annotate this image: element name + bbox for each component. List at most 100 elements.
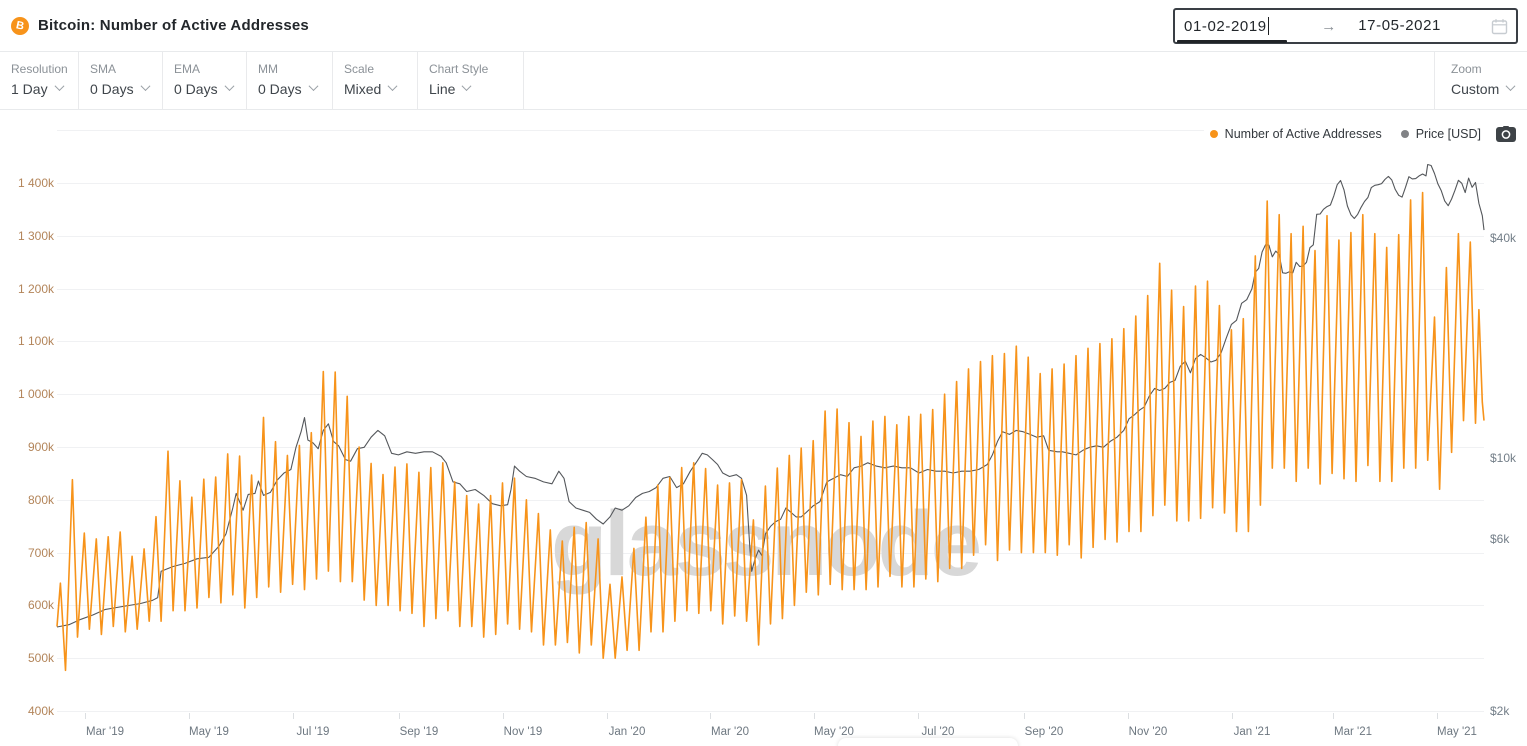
bottom-overlay-pill[interactable]	[838, 738, 1018, 746]
chevron-down-icon	[387, 81, 398, 92]
page-title: Bitcoin: Number of Active Addresses	[38, 17, 309, 34]
end-date-input[interactable]: 17-05-2021	[1358, 17, 1441, 35]
gridline	[57, 289, 1484, 290]
chevron-down-icon	[54, 81, 65, 92]
chart-plot[interactable]	[0, 110, 1527, 746]
x-axis-label: May '21	[1437, 726, 1477, 738]
x-axis-tick	[1232, 713, 1233, 719]
legend-dot-orange	[1209, 130, 1218, 138]
y-axis-label-left: 600k	[27, 598, 54, 612]
gridline	[57, 447, 1484, 448]
chevron-down-icon	[462, 81, 472, 92]
resolution-dropdown[interactable]: Resolution 1 Day	[0, 52, 79, 110]
x-axis-tick	[1024, 713, 1025, 719]
gridline	[57, 500, 1484, 501]
x-axis-label: Mar '19	[86, 726, 124, 738]
x-axis-label: Jul '20	[921, 726, 955, 738]
scale-dropdown[interactable]: Scale Mixed	[333, 52, 418, 110]
gridline	[57, 553, 1484, 554]
x-axis-tick	[503, 713, 504, 719]
chevron-down-icon	[140, 81, 151, 92]
gridline	[57, 130, 1484, 131]
resolution-label: Resolution	[11, 62, 68, 76]
y-axis-label-left: 1 300k	[17, 229, 54, 243]
focus-underline	[1177, 40, 1287, 43]
x-axis-tick	[399, 713, 400, 719]
end-date-value[interactable]: 17-05-2021	[1358, 17, 1441, 34]
x-axis-tick	[607, 713, 608, 719]
series-active-addresses	[56, 191, 1485, 672]
gridline	[57, 711, 1484, 712]
chart-style-label: Chart Style	[429, 62, 489, 76]
y-axis-label-left: 1 400k	[17, 176, 54, 190]
mm-value: 0 Days	[258, 81, 302, 97]
ema-dropdown[interactable]: EMA 0 Days	[163, 52, 247, 110]
start-date-value[interactable]: 01-02-2019	[1184, 17, 1267, 35]
gridline	[57, 183, 1484, 184]
x-axis-tick	[85, 713, 86, 719]
y-axis-label-right: $40k	[1490, 231, 1517, 245]
y-axis-label-left: 1 000k	[17, 387, 54, 401]
x-axis-tick	[1437, 713, 1438, 719]
x-axis-label: May '20	[814, 726, 854, 738]
y-axis-label-right: $6k	[1490, 532, 1510, 546]
x-axis-tick	[189, 713, 190, 719]
y-axis-label-left: 1 100k	[17, 334, 54, 348]
start-date-input[interactable]: 01-02-2019	[1184, 17, 1270, 35]
resolution-value: 1 Day	[11, 81, 48, 97]
sma-label: SMA	[90, 62, 117, 76]
x-axis-label: Mar '21	[1334, 726, 1372, 738]
chart-style-value: Line	[429, 81, 456, 97]
zoom-dropdown[interactable]: Zoom Custom	[1434, 52, 1527, 110]
sma-dropdown[interactable]: SMA 0 Days	[79, 52, 163, 110]
chart-region[interactable]: glassnode 1 400k 1 300k 1 200k 1 100k 1 000k…	[0, 110, 1527, 746]
x-axis-label: Mar '20	[711, 726, 749, 738]
sma-value: 0 Days	[90, 81, 134, 97]
date-range-picker[interactable]: 01-02-2019 → 17-05-2021	[1173, 8, 1518, 44]
text-cursor	[1267, 17, 1270, 35]
mm-label: MM	[258, 62, 278, 76]
y-axis-label-left: 800k	[27, 493, 54, 507]
y-axis-label-left: 400k	[27, 704, 54, 718]
x-axis-label: Nov '19	[503, 726, 543, 738]
legend-item-price[interactable]: Price [USD]	[1400, 127, 1481, 141]
x-axis-tick	[918, 713, 919, 719]
x-axis-tick	[814, 713, 815, 719]
legend: Number of Active Addresses Price [USD]	[1203, 124, 1516, 144]
zoom-label: Zoom	[1451, 62, 1482, 76]
x-axis-tick	[710, 713, 711, 719]
chevron-down-icon	[308, 81, 319, 92]
x-axis-tick	[1128, 713, 1129, 719]
legend-label: Price [USD]	[1415, 127, 1481, 141]
chart-style-dropdown[interactable]: Chart Style Line	[418, 52, 524, 110]
y-axis-label-right: $2k	[1490, 704, 1510, 718]
x-axis-label: Jul '19	[296, 726, 330, 738]
x-axis-tick	[1333, 713, 1334, 719]
series-price-usd	[56, 163, 1485, 628]
range-arrow-icon: →	[1321, 17, 1337, 35]
x-axis-label: Nov '20	[1128, 726, 1168, 738]
scale-value: Mixed	[344, 81, 382, 97]
legend-item-active-addresses[interactable]: Number of Active Addresses	[1209, 127, 1382, 141]
legend-dot-gray	[1400, 130, 1409, 138]
x-axis-label: Jan '21	[1233, 726, 1271, 738]
gridline	[57, 236, 1484, 237]
x-axis-tick	[293, 713, 294, 719]
gridline	[57, 394, 1484, 395]
scale-label: Scale	[344, 62, 375, 76]
camera-icon[interactable]	[1496, 126, 1516, 142]
mm-dropdown[interactable]: MM 0 Days	[247, 52, 333, 110]
ema-label: EMA	[174, 62, 201, 76]
header: B Bitcoin: Number of Active Addresses 01…	[0, 0, 1527, 52]
y-axis-label-right: $10k	[1490, 451, 1517, 465]
toolbar: Resolution 1 Day SMA 0 Days EMA 0 Days M…	[0, 52, 1527, 110]
ema-value: 0 Days	[174, 81, 218, 97]
calendar-icon[interactable]	[1491, 18, 1508, 35]
y-axis-label-left: 900k	[27, 440, 54, 454]
x-axis-label: May '19	[189, 726, 229, 738]
chevron-down-icon	[224, 81, 235, 92]
x-axis-label: Sep '19	[399, 726, 439, 738]
bitcoin-icon: B	[11, 17, 29, 35]
chevron-down-icon	[1505, 81, 1516, 92]
